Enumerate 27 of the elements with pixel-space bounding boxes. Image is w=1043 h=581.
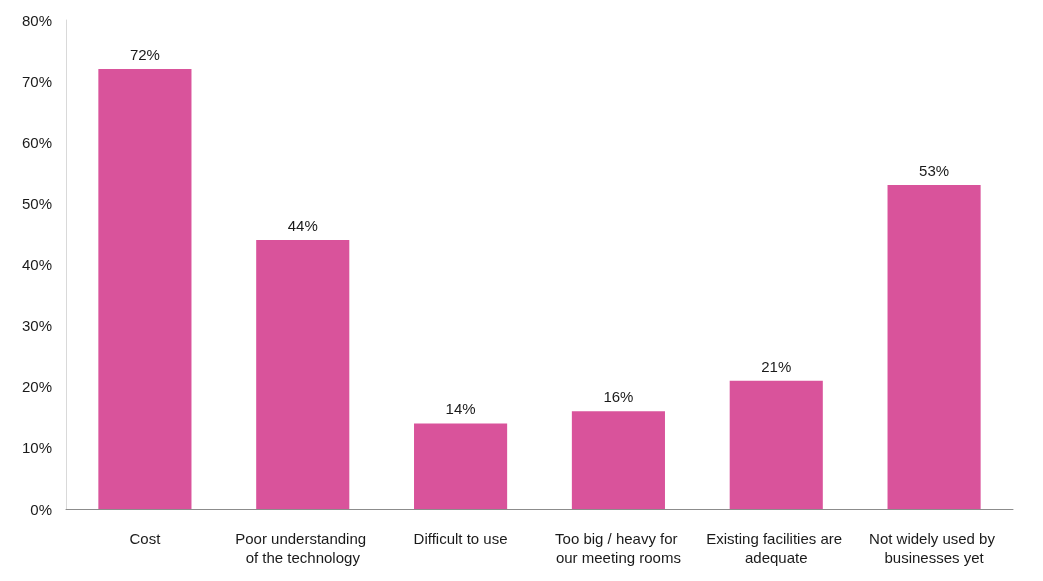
- data-label: 21%: [761, 357, 792, 375]
- y-tick-label: 40%: [21, 256, 52, 273]
- bar: [729, 380, 823, 509]
- bar: [571, 411, 665, 509]
- y-tick-label: 60%: [21, 133, 52, 151]
- x-tick-label: Poor understanding of the technology: [235, 530, 371, 566]
- bar: [256, 240, 350, 509]
- bar: [887, 185, 981, 509]
- y-tick-label: 30%: [21, 317, 52, 335]
- data-label: 53%: [919, 162, 950, 180]
- y-tick-label: 80%: [21, 11, 52, 29]
- y-tick-label: 10%: [21, 439, 52, 457]
- bar: [414, 423, 508, 509]
- y-tick-label: 0%: [30, 500, 52, 518]
- data-label: 44%: [287, 217, 318, 235]
- data-label: 14%: [445, 400, 476, 418]
- y-tick-label: 70%: [21, 72, 52, 90]
- x-tick-label: Difficult to use: [413, 530, 508, 547]
- x-tick-label: Not widely used by businesses yet: [869, 530, 1000, 566]
- x-tick-label: Cost: [129, 530, 162, 547]
- x-tick-label: Too big / heavy for our meeting rooms: [555, 530, 682, 566]
- bar: [98, 68, 192, 509]
- data-label: 16%: [603, 388, 634, 406]
- y-tick-label: 20%: [21, 378, 52, 396]
- y-tick-label: 50%: [21, 194, 52, 212]
- x-tick-label: Existing facilities are adequate: [706, 530, 847, 566]
- data-label: 72%: [129, 45, 160, 63]
